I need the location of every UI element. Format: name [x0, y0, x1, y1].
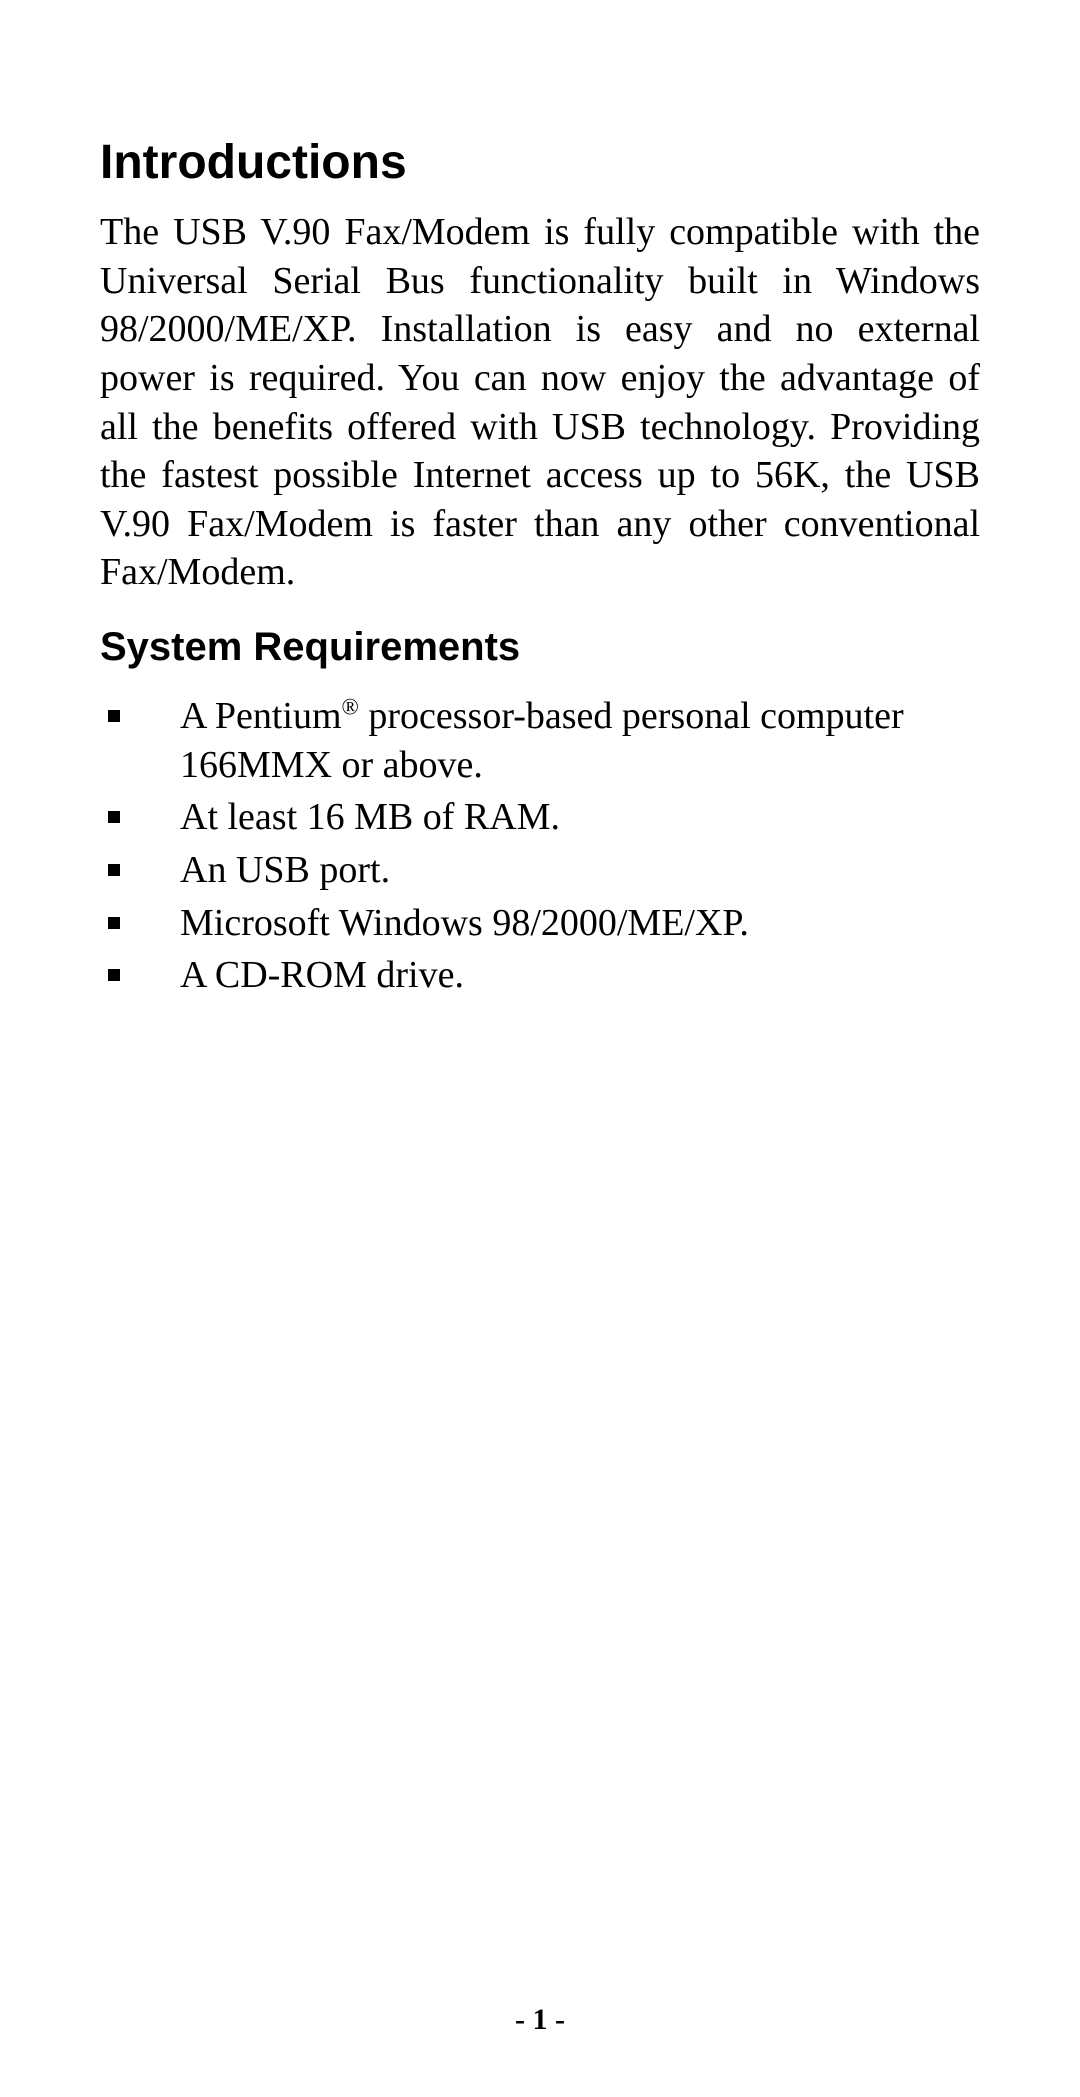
list-item-text: A Pentium® processor-based personal comp…: [180, 692, 980, 789]
section-heading: System Requirements: [100, 625, 980, 670]
list-item: At least 16 MB of RAM.: [100, 793, 980, 842]
list-item-text: An USB port.: [180, 846, 980, 895]
list-item: A Pentium® processor-based personal comp…: [100, 692, 980, 789]
bullet-icon: [108, 969, 120, 981]
list-item-text: Microsoft Windows 98/2000/ME/XP.: [180, 899, 980, 948]
intro-paragraph: The USB V.90 Fax/Modem is fully compatib…: [100, 208, 980, 597]
page-title: Introductions: [100, 135, 980, 190]
list-item: Microsoft Windows 98/2000/ME/XP.: [100, 899, 980, 948]
list-item: A CD-ROM drive.: [100, 951, 980, 1000]
bullet-icon: [108, 811, 120, 823]
list-item-text: At least 16 MB of RAM.: [180, 793, 980, 842]
page-number: - 1 -: [0, 2003, 1080, 2037]
bullet-icon: [108, 710, 120, 722]
list-item-text: A CD-ROM drive.: [180, 951, 980, 1000]
requirements-list: A Pentium® processor-based personal comp…: [100, 692, 980, 1000]
bullet-icon: [108, 864, 120, 876]
list-item: An USB port.: [100, 846, 980, 895]
bullet-icon: [108, 917, 120, 929]
